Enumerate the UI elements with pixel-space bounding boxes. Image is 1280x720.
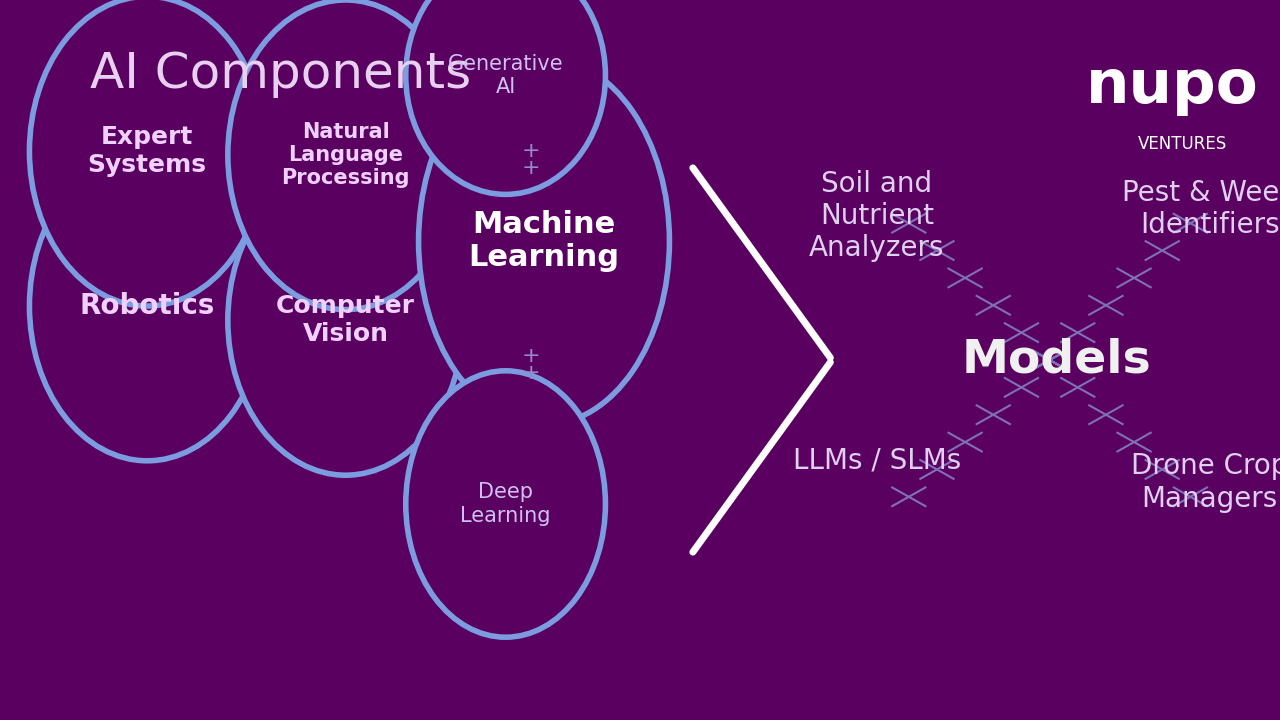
Text: Deep
Learning: Deep Learning (461, 482, 550, 526)
Text: Pest & Weed
Identifiers: Pest & Weed Identifiers (1123, 179, 1280, 239)
Text: Robotics: Robotics (79, 292, 215, 320)
Text: nupo: nupo (1087, 57, 1258, 116)
Text: Soil and
Nutrient
Analyzers: Soil and Nutrient Analyzers (809, 170, 945, 262)
Text: +: + (522, 141, 540, 161)
Ellipse shape (406, 0, 605, 194)
Ellipse shape (29, 151, 265, 461)
Text: LLMs / SLMs: LLMs / SLMs (792, 447, 961, 474)
Text: Expert
Systems: Expert Systems (88, 125, 206, 177)
Text: +: + (522, 158, 540, 178)
Text: +: + (522, 363, 540, 383)
Text: VENTURES: VENTURES (1138, 135, 1228, 153)
Text: +: + (522, 346, 540, 366)
Text: AI Components: AI Components (90, 50, 471, 99)
Text: Generative
AI: Generative AI (448, 54, 563, 97)
Text: Models: Models (961, 338, 1151, 382)
Text: Machine
Learning: Machine Learning (468, 210, 620, 272)
Ellipse shape (228, 0, 463, 310)
Text: Computer
Vision: Computer Vision (276, 294, 415, 346)
Text: Natural
Language
Processing: Natural Language Processing (282, 122, 410, 188)
Ellipse shape (228, 166, 463, 475)
Ellipse shape (406, 371, 605, 637)
Ellipse shape (29, 0, 265, 306)
Text: Drone Crop
Managers: Drone Crop Managers (1132, 452, 1280, 513)
Ellipse shape (419, 58, 669, 425)
